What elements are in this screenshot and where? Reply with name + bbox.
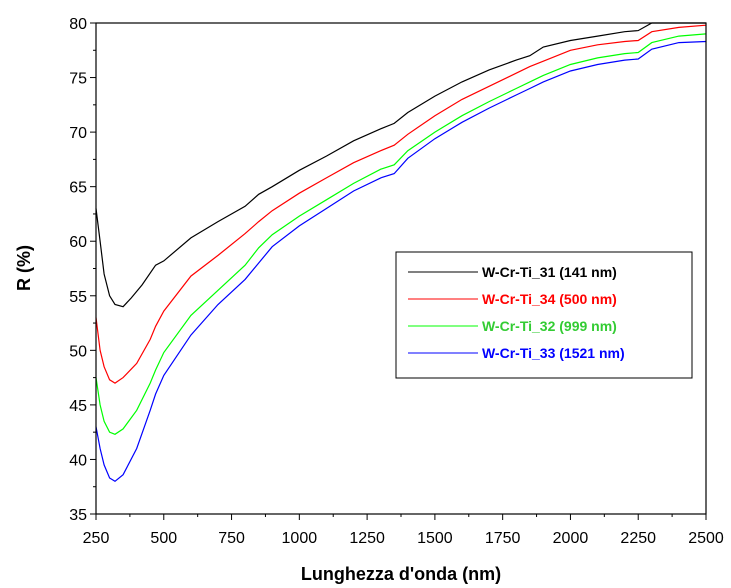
- x-tick-label: 1250: [349, 530, 385, 547]
- x-tick-label: 2000: [553, 530, 589, 547]
- legend: W-Cr-Ti_31 (141 nm) W-Cr-Ti_34 (500 nm) …: [395, 251, 693, 379]
- legend-label-4: W-Cr-Ti_33 (1521 nm): [482, 345, 625, 361]
- x-tick-label: 2500: [688, 530, 724, 547]
- x-tick-label: 750: [218, 530, 245, 547]
- series-lines: [95, 22, 707, 483]
- y-axis-label: R (%): [14, 245, 34, 291]
- series-line-2: [95, 24, 707, 384]
- y-tick-label: 70: [69, 125, 87, 142]
- y-tick-label: 80: [69, 16, 87, 33]
- y-tick-label: 35: [69, 507, 87, 524]
- y-tick-label: 45: [69, 398, 87, 415]
- y-axis: 35 40 45 50 55 60 65 70 75 80: [69, 16, 96, 524]
- x-axis-label: Lunghezza d'onda (nm): [301, 564, 501, 584]
- y-tick-label: 40: [69, 452, 87, 469]
- legend-box: [395, 251, 693, 379]
- x-tick-label: 1500: [417, 530, 453, 547]
- series-line-4: [95, 40, 707, 483]
- series-line-3: [95, 33, 707, 435]
- y-tick-label: 50: [69, 343, 87, 360]
- x-tick-label: 1000: [282, 530, 318, 547]
- series-line-1: [95, 22, 706, 308]
- y-tick-label: 75: [69, 71, 87, 88]
- y-tick-label: 65: [69, 180, 87, 197]
- legend-label-3: W-Cr-Ti_32 (999 nm): [482, 318, 617, 334]
- x-tick-label: 500: [150, 530, 177, 547]
- legend-label-1: W-Cr-Ti_31 (141 nm): [482, 264, 617, 280]
- x-tick-label: 250: [83, 530, 110, 547]
- legend-label-2: W-Cr-Ti_34 (500 nm): [482, 291, 617, 307]
- y-tick-label: 60: [69, 234, 87, 251]
- y-tick-label: 55: [69, 289, 87, 306]
- x-tick-label: 2250: [620, 530, 656, 547]
- x-axis: 250 500 750 1000 1250 1500 1750 2000 2250 2500: [83, 514, 724, 547]
- x-tick-label: 1750: [485, 530, 521, 547]
